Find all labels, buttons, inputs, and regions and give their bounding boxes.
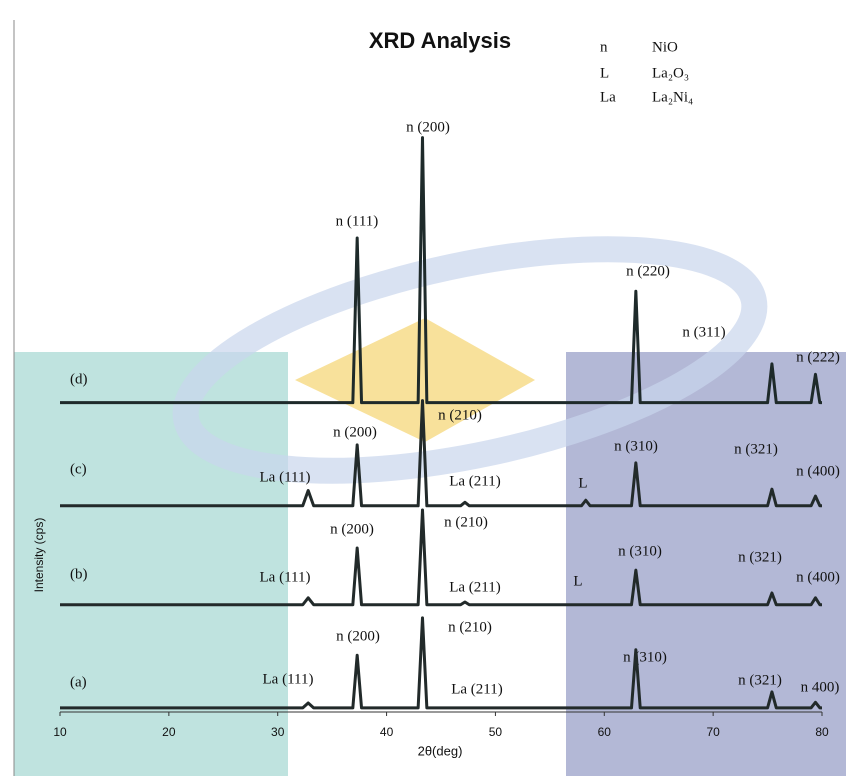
legend-symbol: n (600, 39, 608, 55)
peak-label: L (578, 475, 587, 491)
chart: XRD Analysis 2θ(deg) Intensity (cps) n N… (0, 0, 852, 776)
legend-symbol: L (600, 65, 609, 81)
peak-label: n (222) (796, 349, 840, 365)
peak-label: n (321) (738, 672, 782, 688)
peak-label: La (211) (451, 681, 503, 697)
legend-phase: NiO (652, 39, 678, 55)
x-tick-label: 60 (598, 725, 612, 739)
peak-label: La (211) (449, 473, 501, 489)
peak-label: n (321) (734, 441, 778, 457)
peak-label: La (111) (263, 671, 314, 687)
peak-label: La (111) (260, 469, 311, 485)
page: XRD Analysis 2θ(deg) Intensity (cps) n N… (0, 0, 852, 776)
peak-label: n (311) (682, 324, 725, 340)
peak-label: n (310) (623, 649, 667, 665)
peak-label: La (211) (449, 579, 501, 595)
x-tick-label: 30 (271, 725, 285, 739)
peak-label: n (210) (438, 407, 482, 423)
peak-label: n (210) (444, 514, 488, 530)
x-tick-label: 80 (815, 725, 829, 739)
legend-symbol: La (600, 89, 616, 105)
peak-label: n (321) (738, 549, 782, 565)
x-tick-label: 20 (162, 725, 176, 739)
x-tick-label: 50 (489, 725, 503, 739)
x-tick-label: 70 (706, 725, 720, 739)
series-label: (d) (70, 371, 88, 387)
series-label: (c) (70, 461, 87, 477)
peak-label: La (111) (260, 569, 311, 585)
peak-label: n (400) (796, 463, 840, 479)
peak-label: n (200) (406, 119, 450, 135)
peak-label: n (200) (330, 521, 374, 537)
x-tick-label: 10 (53, 725, 67, 739)
peak-label: n (200) (333, 424, 377, 440)
legend-phase: La₂Ni₄ (652, 89, 693, 105)
peak-label: n (220) (626, 263, 670, 279)
peak-label: n (400) (796, 569, 840, 585)
peak-label: n 400) (801, 679, 840, 695)
legend-phase: La₂O₃ (652, 65, 689, 81)
peak-label: n (310) (614, 438, 658, 454)
series-label: (b) (70, 566, 88, 582)
peak-label: n (210) (448, 619, 492, 635)
peak-label: n (200) (336, 628, 380, 644)
chart-title: XRD Analysis (369, 28, 511, 53)
x-axis-label: 2θ(deg) (418, 743, 463, 758)
peak-label: L (573, 573, 582, 589)
y-axis-label: Intensity (cps) (32, 518, 46, 593)
x-tick-label: 40 (380, 725, 394, 739)
peak-label: n (310) (618, 543, 662, 559)
series-label: (a) (70, 674, 87, 690)
peak-label: n (111) (336, 213, 379, 229)
